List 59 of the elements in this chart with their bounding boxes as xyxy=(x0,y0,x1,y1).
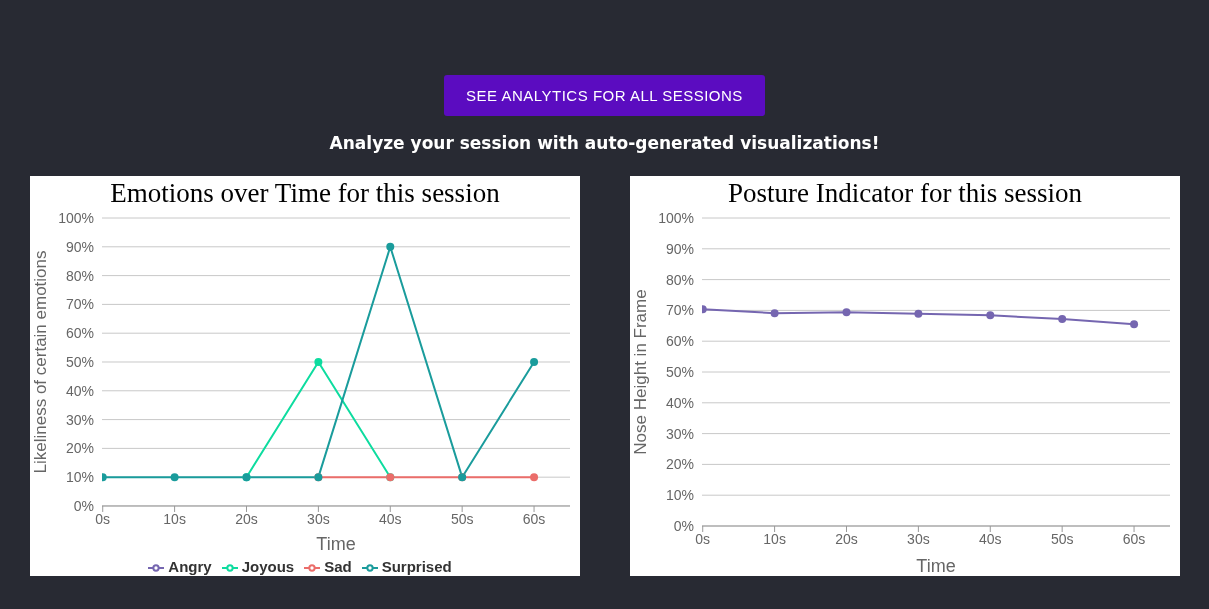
y-axis-title: Nose Height in Frame xyxy=(631,289,651,455)
y-tick-label: 90% xyxy=(665,240,694,257)
y-tick-label: 50% xyxy=(665,363,694,380)
x-tick-label: 30s xyxy=(907,530,930,547)
legend-label: Angry xyxy=(168,557,212,575)
y-tick-label: 30% xyxy=(65,411,94,428)
point xyxy=(770,309,779,318)
y-tick-label: 60% xyxy=(65,325,94,342)
point xyxy=(842,308,851,317)
chart-title: Emotions over Time for this session xyxy=(110,178,500,208)
y-tick-label: 20% xyxy=(665,456,694,473)
legend-label: Sad xyxy=(324,557,352,575)
point xyxy=(314,357,323,366)
y-tick-label: 100% xyxy=(58,209,94,226)
text: Analyze your session with auto-generated visualizations! xyxy=(328,133,881,153)
y-tick-label: 100% xyxy=(658,209,694,226)
x-tick-label: 50s xyxy=(450,510,474,527)
x-axis-title: Time xyxy=(316,533,356,554)
x-tick-label: 60s xyxy=(1122,530,1146,547)
x-tick-label: 10s xyxy=(763,530,786,547)
y-tick-label: 10% xyxy=(665,487,694,504)
y-tick-label: 0% xyxy=(673,517,694,534)
y-tick-label: 90% xyxy=(65,238,94,255)
point xyxy=(914,309,923,318)
y-tick-label: 20% xyxy=(65,440,94,457)
y-tick-label: 80% xyxy=(65,267,94,284)
point xyxy=(986,311,995,320)
legend-label: Surprised xyxy=(381,557,452,575)
x-axis-title: Time xyxy=(916,556,956,576)
chart-title: Posture Indicator for this session xyxy=(728,178,1082,208)
y-tick-label: 30% xyxy=(665,425,694,442)
point xyxy=(170,473,179,482)
legend-label: Joyous xyxy=(241,557,295,575)
y-tick-label: 60% xyxy=(665,333,694,350)
y-tick-label: 70% xyxy=(65,296,94,313)
x-tick-label: 50s xyxy=(1050,530,1074,547)
x-tick-label: 20s xyxy=(235,510,258,527)
point xyxy=(386,242,395,251)
x-tick-label: 30s xyxy=(307,510,330,527)
y-tick-label: 70% xyxy=(665,302,694,319)
x-tick-label: 40s xyxy=(978,530,1002,547)
point xyxy=(1130,320,1139,329)
y-tick-label: 0% xyxy=(73,497,94,514)
point xyxy=(530,357,539,366)
x-tick-label: 40s xyxy=(378,510,402,527)
y-tick-label: 80% xyxy=(665,271,694,288)
x-tick-label: 20s xyxy=(835,530,858,547)
y-tick-label: 50% xyxy=(65,353,94,370)
x-tick-label: 0s xyxy=(95,510,111,527)
x-tick-label: 0s xyxy=(695,530,711,547)
y-tick-label: 40% xyxy=(665,394,694,411)
point xyxy=(530,473,539,482)
x-tick-label: 60s xyxy=(522,510,546,527)
y-axis-title: Likeliness of certain emotions xyxy=(31,250,51,474)
y-tick-label: 40% xyxy=(65,382,94,399)
button: SEE ANALYTICS FOR ALL SESSIONS xyxy=(444,75,765,116)
y-tick-label: 10% xyxy=(65,469,94,486)
point xyxy=(1058,315,1067,324)
x-tick-label: 10s xyxy=(163,510,186,527)
